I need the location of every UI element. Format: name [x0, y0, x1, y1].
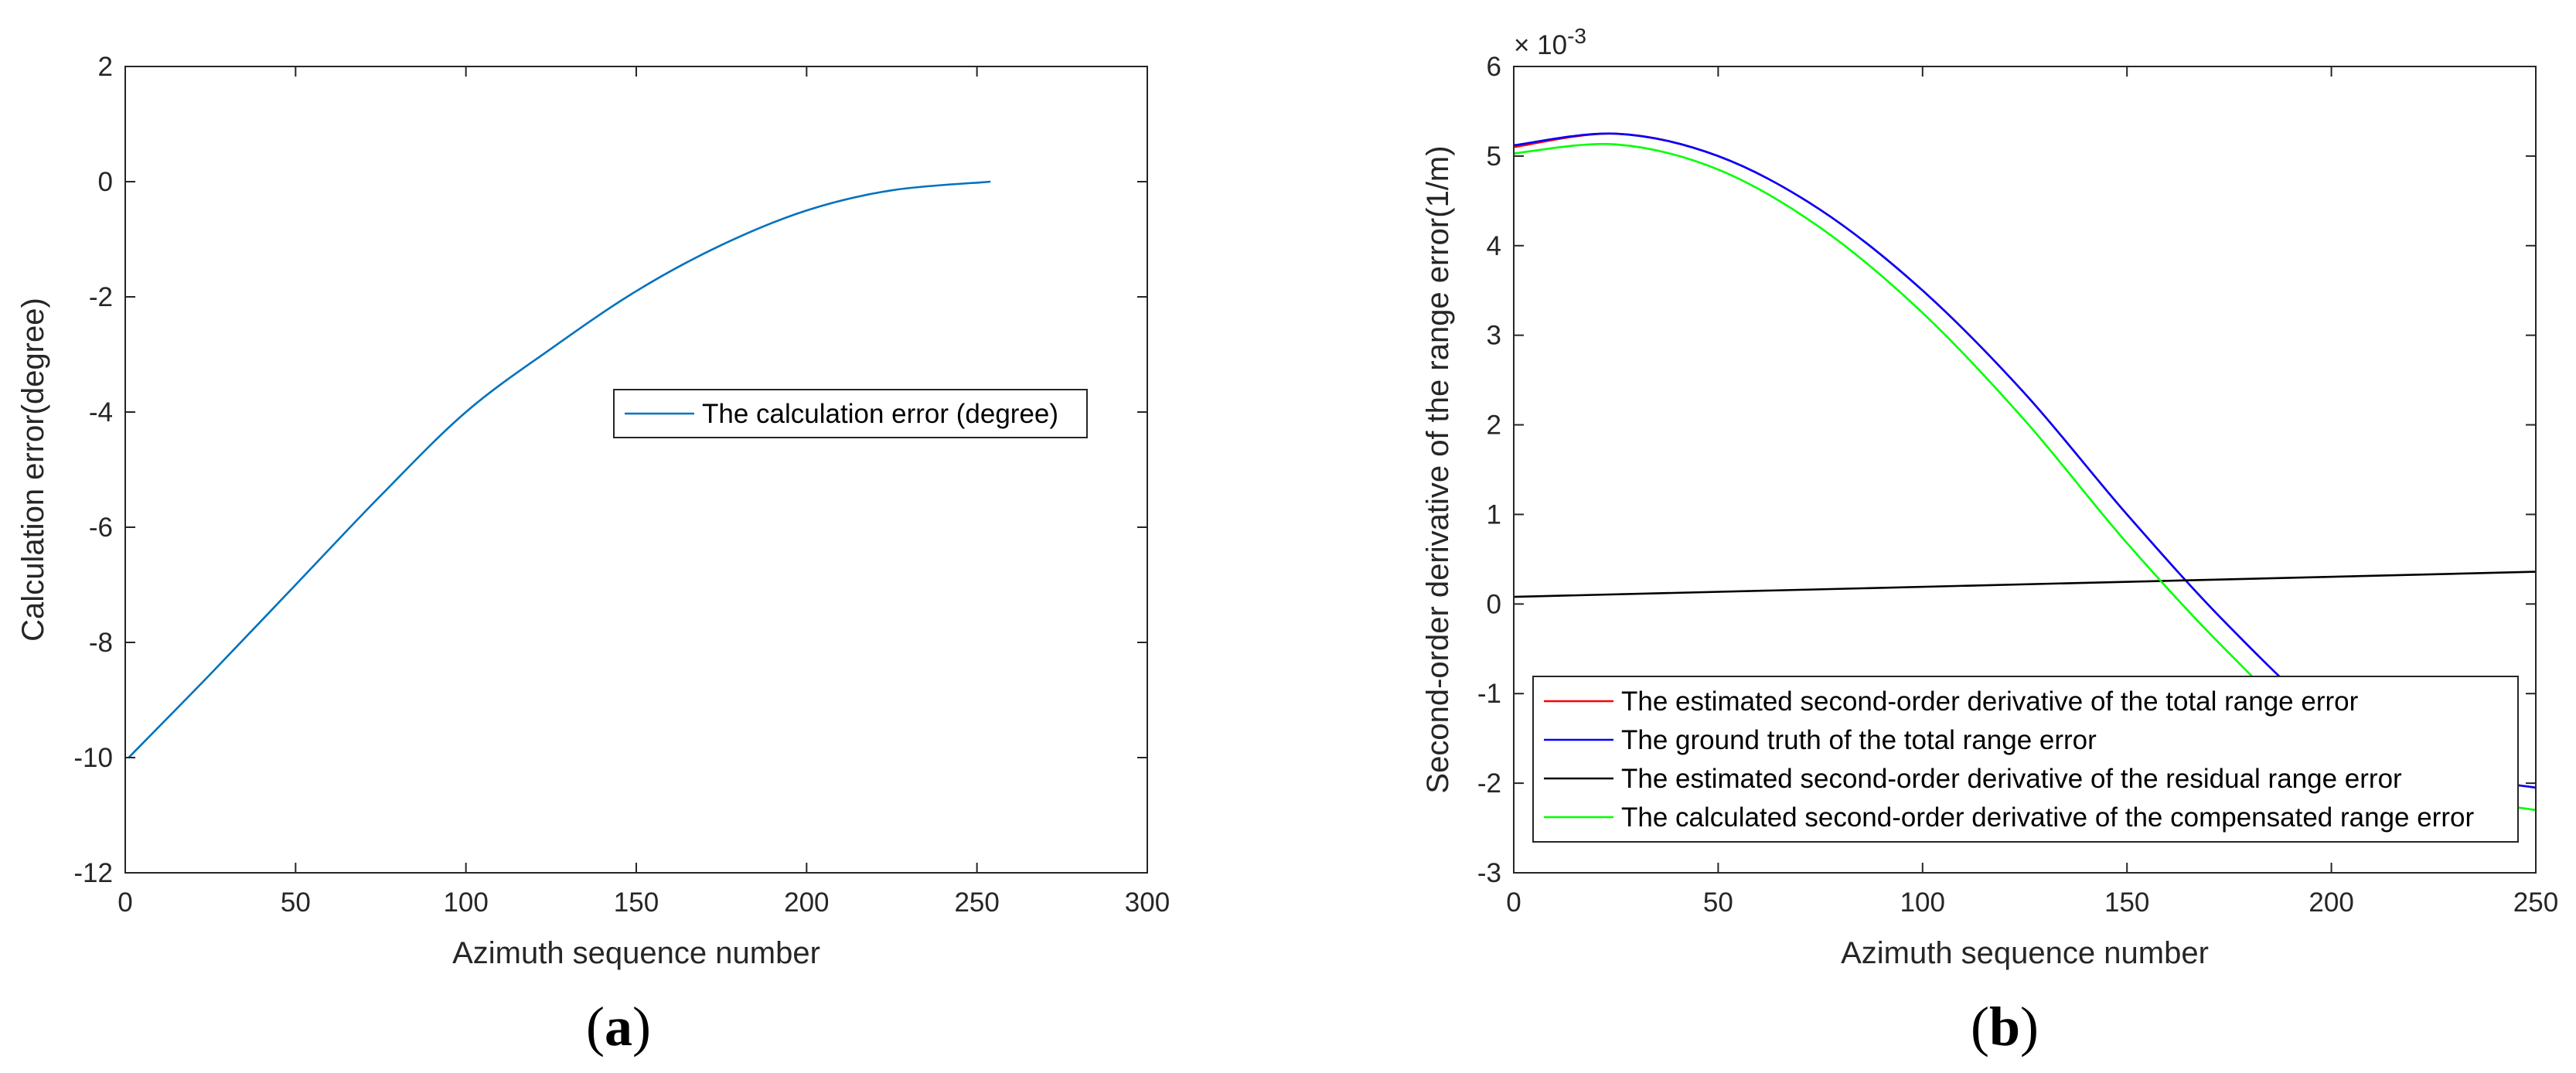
panel-label-open: (	[1971, 996, 1989, 1058]
x-tick-label: 250	[954, 887, 999, 918]
axes-box	[1513, 66, 2537, 874]
x-tick-label: 100	[443, 887, 488, 918]
y-tick-label: 6	[1487, 52, 1501, 82]
y-tick-label: 0	[1487, 589, 1501, 619]
legend-label-4: The calculated second-order derivative o…	[1621, 802, 2474, 833]
x-axis-label: Azimuth sequence number	[452, 936, 820, 970]
legend-label-1: The estimated second-order derivative of…	[1621, 686, 2359, 717]
x-tick-label: 0	[1506, 887, 1521, 918]
panel-label-letter: a	[605, 996, 632, 1058]
x-tick-label: 200	[2309, 887, 2353, 918]
x-tick-label: 50	[281, 887, 311, 918]
legend-label-1: The calculation error (degree)	[702, 399, 1058, 429]
x-tick-label: 50	[1703, 887, 1733, 918]
series-line-3	[1514, 571, 2536, 598]
y-exponent-power: -3	[1567, 24, 1586, 48]
y-tick-label: -10	[73, 743, 113, 773]
x-axis-label: Azimuth sequence number	[1841, 936, 2209, 970]
panel-label-close: )	[632, 996, 651, 1058]
y-tick-label: -4	[89, 397, 113, 427]
x-tick-label: 0	[118, 887, 132, 918]
y-tick-label: -12	[73, 858, 113, 888]
y-tick-label: 4	[1487, 231, 1501, 261]
y-tick-label: 2	[1487, 410, 1501, 441]
panel-label: (a)	[586, 996, 651, 1058]
y-tick-label: -6	[89, 513, 113, 543]
legend-label-3: The estimated second-order derivative of…	[1621, 764, 2402, 794]
x-tick-label: 100	[1900, 887, 1945, 918]
x-tick-label: 300	[1125, 887, 1170, 918]
legend-box	[1532, 676, 2519, 843]
panel-label-open: (	[586, 996, 605, 1058]
panel-label-close: )	[2020, 996, 2039, 1058]
y-axis-label: Second-order derivative of the range err…	[1421, 145, 1455, 793]
y-tick-label: 2	[98, 52, 113, 82]
y-tick-label: 1	[1487, 499, 1501, 530]
y-tick-label: 0	[98, 167, 113, 197]
series-line-1	[128, 180, 991, 758]
x-tick-label: 150	[614, 887, 659, 918]
y-axis-label: Calculation error(degree)	[16, 298, 50, 642]
y-tick-label: 3	[1487, 321, 1501, 351]
x-tick-label: 200	[784, 887, 829, 918]
y-tick-label: -8	[89, 628, 113, 658]
legend-label-2: The ground truth of the total range erro…	[1621, 725, 2097, 755]
y-tick-label: -1	[1477, 679, 1501, 709]
x-tick-label: 150	[2104, 887, 2149, 918]
panel-label: (b)	[1971, 996, 2039, 1058]
chart-panel-a: 0 50 100 150 200 250 300 -12 -10 -8 -6 -4 -2 0 2 Azimut…	[16, 52, 1170, 1058]
series-group	[128, 180, 991, 758]
y-tick-label: -2	[1477, 768, 1501, 799]
x-tick-label: 250	[2513, 887, 2558, 918]
y-tick-label: -3	[1477, 858, 1501, 888]
panel-label-letter: b	[1989, 996, 2020, 1058]
y-tick-label: -2	[89, 282, 113, 312]
plot-area	[125, 66, 1147, 873]
y-tick-label: 5	[1487, 141, 1501, 172]
